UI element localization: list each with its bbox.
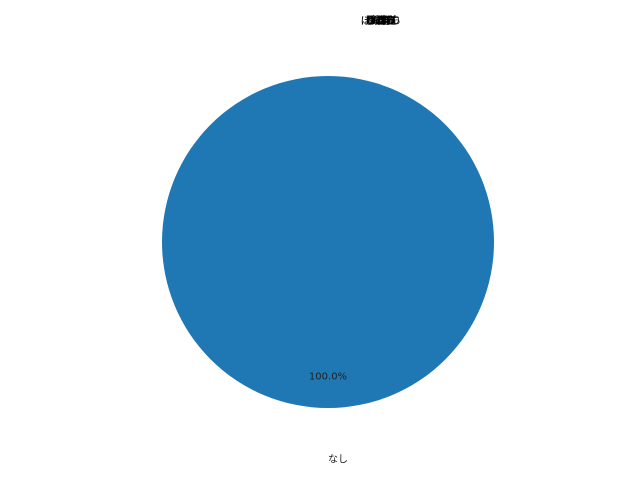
pie-slice (162, 76, 494, 408)
chart-title-line: +角 (371, 16, 391, 27)
chart-title-line: うずら (366, 16, 396, 27)
chart-title-line: 砂肝 (371, 16, 391, 27)
chart-title-line: ぼんじり (361, 16, 401, 27)
pie-percent-label: 100.0% (309, 371, 347, 382)
chart-title-line: せせり (366, 16, 396, 27)
chart-title-line: しっぽ (366, 16, 396, 27)
chart-title-line: 豚バラ (366, 16, 396, 27)
chart-title-line: ささみ (366, 16, 396, 27)
chart-title-line: 皮 (376, 16, 386, 27)
chart-title-line: ねぎま (366, 16, 396, 27)
pie-slice-label: なし (328, 453, 348, 465)
chart-title-line: ぼんぼち (361, 16, 401, 27)
chart-title-line: ハツ (371, 16, 391, 27)
chart-title-line: レバー (366, 16, 396, 27)
chart-title-line: 銀杏 (371, 16, 391, 27)
chart-title-line: つくね (366, 16, 396, 27)
chart-title-line: 手羽先 (366, 16, 396, 27)
